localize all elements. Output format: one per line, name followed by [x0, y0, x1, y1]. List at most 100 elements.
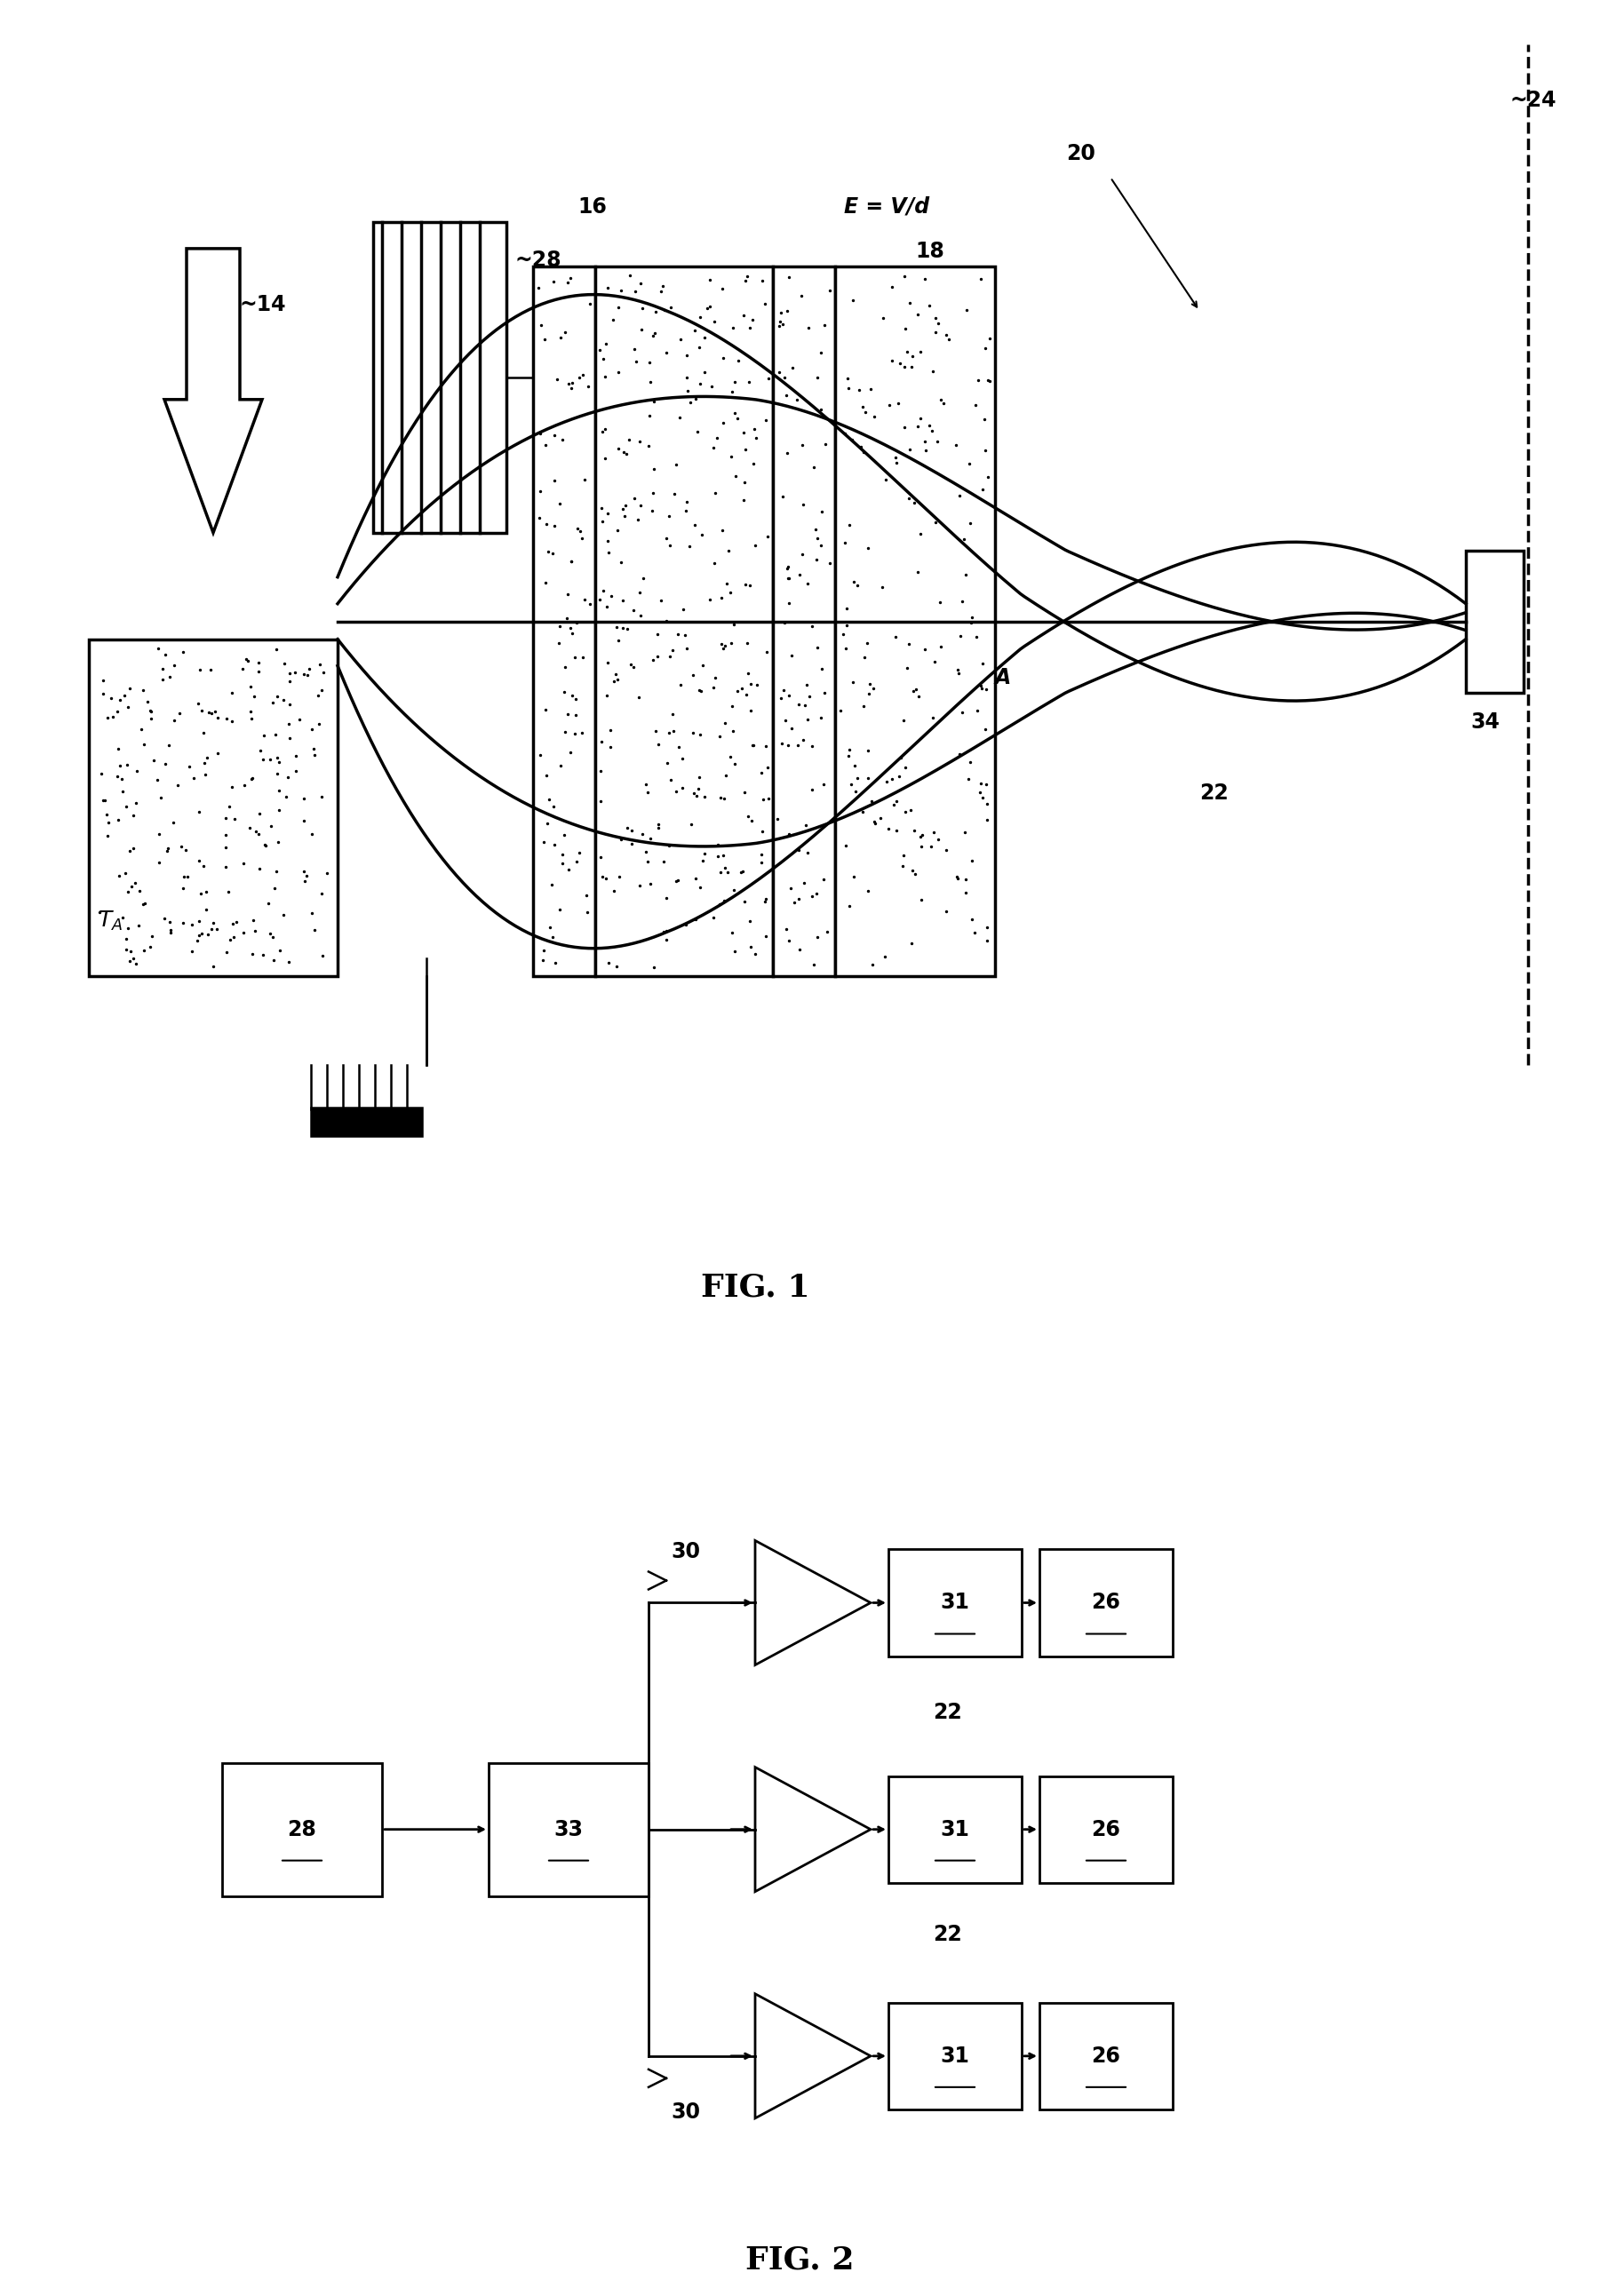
Point — [270, 895, 296, 932]
Point — [139, 918, 165, 955]
Point — [147, 778, 173, 815]
Point — [973, 767, 998, 804]
Point — [130, 673, 155, 709]
Point — [595, 521, 621, 558]
Point — [526, 473, 552, 510]
Polygon shape — [755, 1768, 870, 1892]
Point — [189, 691, 214, 728]
Point — [907, 820, 933, 856]
Point — [250, 937, 275, 974]
Point — [738, 928, 763, 964]
Point — [160, 804, 186, 840]
Point — [642, 315, 667, 351]
Point — [218, 921, 243, 957]
Point — [110, 771, 136, 808]
Point — [968, 668, 994, 705]
Point — [834, 606, 859, 643]
Point — [205, 700, 230, 737]
Point — [291, 863, 317, 900]
Point — [909, 817, 934, 854]
Text: 22: 22 — [1200, 783, 1229, 804]
Point — [741, 726, 766, 762]
Point — [904, 670, 930, 707]
Point — [238, 668, 264, 705]
Point — [643, 712, 669, 748]
Point — [856, 675, 882, 712]
Point — [734, 625, 760, 661]
Point — [754, 728, 779, 765]
Point — [944, 652, 970, 689]
Point — [947, 618, 973, 654]
Point — [187, 652, 213, 689]
Bar — [1466, 551, 1523, 693]
Point — [266, 792, 291, 829]
Point — [246, 850, 272, 886]
Point — [277, 721, 302, 758]
Point — [741, 411, 766, 448]
Point — [963, 388, 989, 425]
Point — [590, 859, 616, 895]
Point — [754, 634, 779, 670]
Point — [309, 875, 334, 912]
Point — [694, 289, 720, 326]
Point — [550, 420, 576, 457]
Point — [558, 544, 584, 581]
Point — [158, 914, 184, 951]
Point — [789, 427, 814, 464]
Point — [558, 370, 584, 406]
Point — [946, 861, 971, 898]
Point — [808, 650, 834, 687]
Point — [587, 783, 613, 820]
Point — [307, 645, 333, 682]
Point — [526, 501, 552, 537]
Point — [725, 673, 750, 709]
Point — [648, 273, 674, 310]
Point — [752, 285, 778, 321]
Point — [909, 882, 934, 918]
Point — [707, 886, 733, 923]
Point — [875, 810, 901, 847]
Point — [230, 650, 256, 687]
Point — [221, 801, 246, 838]
Text: FIG. 2: FIG. 2 — [746, 2245, 854, 2275]
Text: 22: 22 — [933, 1701, 962, 1722]
Point — [672, 618, 698, 654]
Point — [123, 946, 149, 983]
Point — [144, 762, 170, 799]
Point — [688, 673, 714, 709]
Point — [616, 420, 642, 457]
Point — [645, 615, 670, 652]
Point — [952, 815, 978, 852]
Point — [922, 815, 947, 852]
Point — [627, 868, 653, 905]
Point — [774, 549, 800, 585]
Point — [786, 728, 811, 765]
Point — [654, 879, 680, 916]
Point — [858, 372, 883, 409]
Point — [722, 746, 747, 783]
Point — [744, 666, 770, 703]
Point — [138, 928, 163, 964]
Point — [886, 758, 912, 794]
Point — [733, 677, 758, 714]
Point — [595, 645, 621, 682]
Point — [907, 514, 933, 551]
Point — [205, 735, 230, 771]
Point — [554, 599, 579, 636]
Point — [614, 611, 640, 647]
Point — [891, 838, 917, 875]
Point — [770, 478, 795, 514]
Point — [834, 590, 859, 627]
Point — [912, 422, 938, 459]
Point — [898, 285, 923, 321]
Point — [882, 788, 907, 824]
Point — [587, 581, 613, 618]
Point — [571, 581, 597, 618]
Point — [883, 439, 909, 475]
Point — [557, 735, 582, 771]
Point — [243, 813, 269, 850]
Point — [712, 882, 738, 918]
Point — [590, 413, 616, 450]
Point — [680, 657, 706, 693]
Point — [891, 409, 917, 445]
